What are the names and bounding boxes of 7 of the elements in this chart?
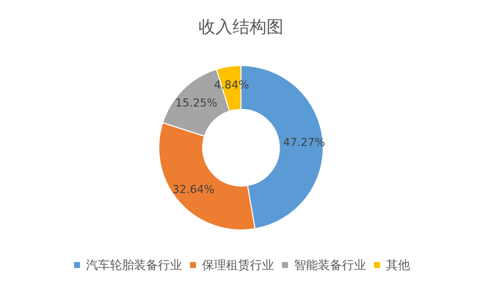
legend-label: 其他 bbox=[386, 258, 410, 272]
data-label: 32.64% bbox=[172, 182, 214, 196]
legend-label: 保理租赁行业 bbox=[202, 258, 274, 272]
data-label: 15.25% bbox=[175, 96, 218, 110]
legend-label: 智能装备行业 bbox=[294, 258, 366, 272]
legend-label: 汽车轮胎装备行业 bbox=[86, 258, 182, 272]
chart-title: 收入结构图 bbox=[198, 18, 284, 38]
